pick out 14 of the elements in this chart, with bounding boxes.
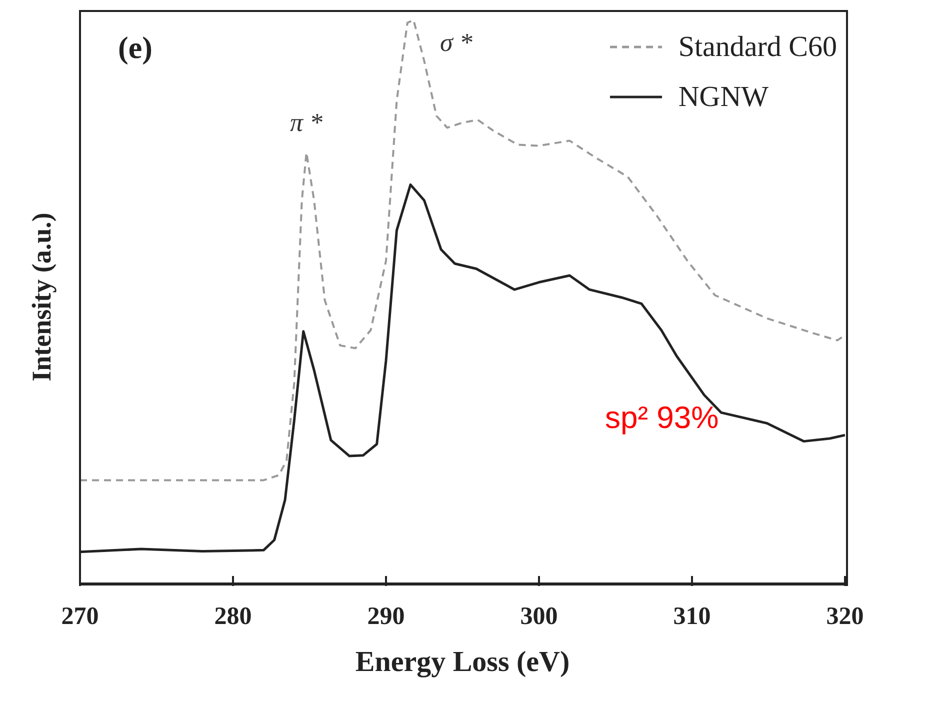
y-axis-title: Intensity (a.u.) <box>26 212 58 382</box>
x-tick-label: 270 <box>61 603 99 630</box>
x-tick-label: 310 <box>673 603 711 630</box>
annotation: σ * <box>440 28 472 58</box>
legend-label: Standard C60 <box>678 30 837 64</box>
x-tick-label: 290 <box>367 603 405 630</box>
x-tick-label: 320 <box>826 603 864 630</box>
annotation: sp² 93% <box>605 400 719 436</box>
annotation: π * <box>290 108 323 138</box>
annotation: (e) <box>118 30 152 66</box>
legend-label: NGNW <box>678 80 769 114</box>
x-axis-title: Energy Loss (eV) <box>354 646 571 679</box>
x-tick-label: 300 <box>520 603 558 630</box>
x-tick-label: 280 <box>214 603 252 630</box>
